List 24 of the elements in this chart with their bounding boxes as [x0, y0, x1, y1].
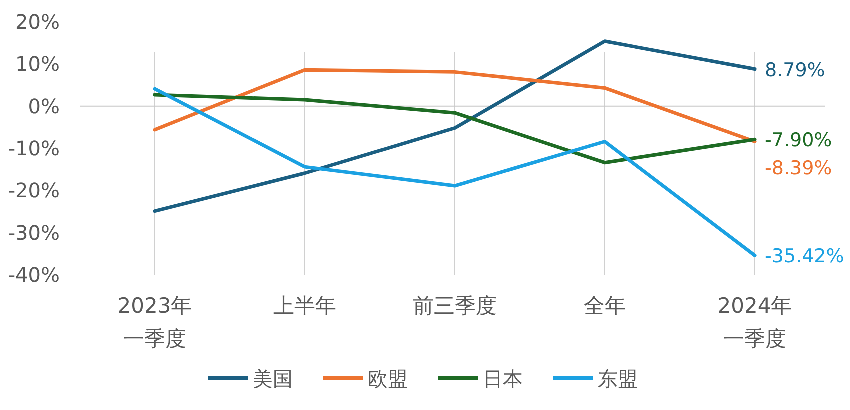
x-tick-label: 前三季度	[413, 294, 497, 318]
legend-label: 东盟	[598, 367, 638, 391]
x-tick-label: 上半年	[274, 294, 336, 318]
line-series	[153, 93, 757, 165]
data-label: -8.39%	[765, 158, 832, 180]
line-series	[153, 68, 757, 144]
x-tick-label: 2023年一季度	[118, 294, 192, 351]
data-label: -35.42%	[765, 246, 844, 268]
line-series	[153, 40, 757, 214]
x-tick-label: 2024年一季度	[718, 294, 792, 351]
y-tick-label: -10%	[8, 136, 60, 160]
data-label: -7.90%	[765, 130, 832, 152]
data-label: 8.79%	[765, 59, 826, 82]
line-series	[153, 87, 757, 258]
y-tick-label: -20%	[8, 178, 60, 203]
y-tick-label: 10%	[16, 52, 60, 76]
legend-label: 日本	[483, 367, 523, 391]
y-tick-label: -40%	[8, 263, 60, 287]
legend-label: 欧盟	[368, 367, 408, 391]
x-tick-label: 全年	[584, 294, 626, 318]
legend-label: 美国	[253, 367, 293, 391]
y-tick-label: 20%	[16, 10, 60, 34]
y-tick-label: 0%	[28, 94, 60, 118]
y-tick-label: -30%	[8, 220, 60, 245]
